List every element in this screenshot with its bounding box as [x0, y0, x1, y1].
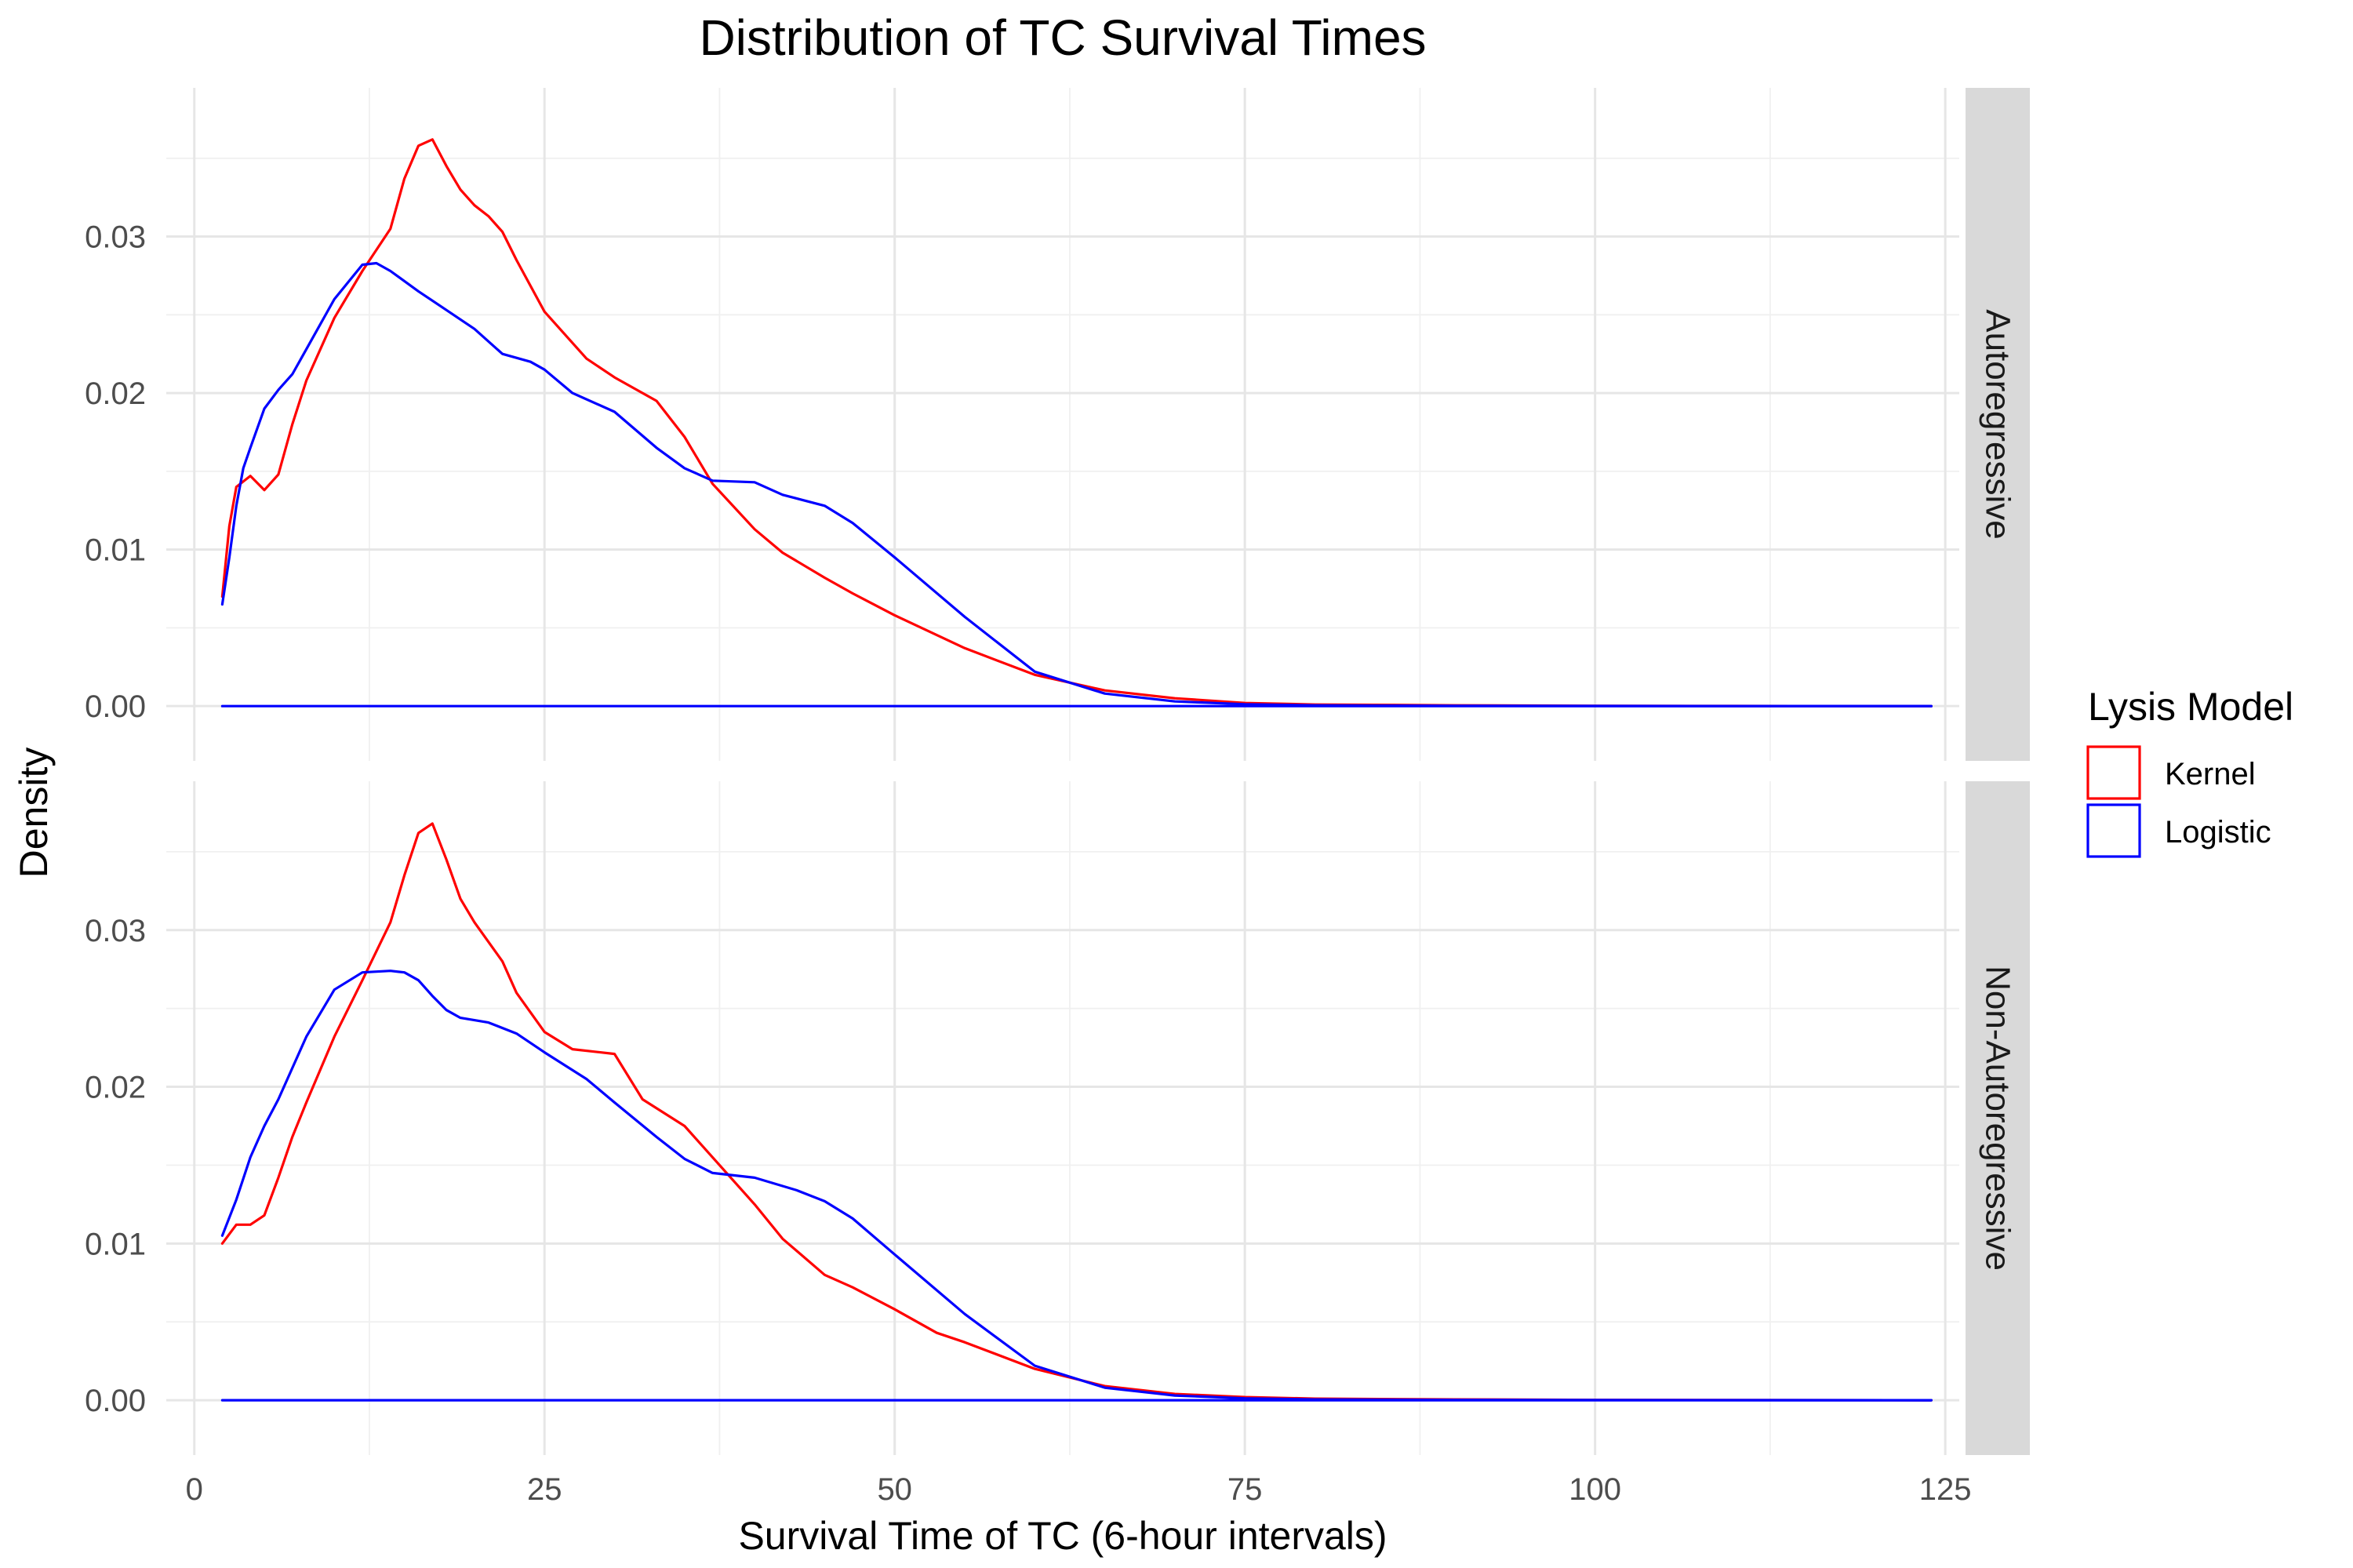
legend-label-logistic: Logistic: [2165, 815, 2271, 849]
legend: Lysis Model Kernel Logistic: [2086, 685, 2293, 858]
facet-strip: [1966, 88, 2030, 761]
x-tick-label: 50: [877, 1472, 912, 1507]
legend-key-kernel: [2086, 745, 2141, 800]
x-tick-label: 75: [1227, 1472, 1263, 1507]
panels-layer: Autoregressive Non-Autoregressive: [166, 88, 2030, 1455]
y-axis-title: Density: [12, 748, 56, 879]
axes-layer: 0.00 0.01 0.02 0.03 0.00 0.01 0.02 0.03 0 25 50 75 1…: [85, 220, 1971, 1507]
panel-0: Autoregressive: [166, 88, 2030, 761]
chart-title: Distribution of TC Survival Times: [699, 9, 1426, 66]
y-tick-label: 0.03: [85, 220, 146, 255]
x-tick-label: 0: [186, 1472, 203, 1507]
panel-1: Non-Autoregressive: [166, 781, 2030, 1455]
x-axis-title: Survival Time of TC (6-hour intervals): [738, 1514, 1387, 1558]
y-tick-label: 0.00: [85, 689, 146, 724]
series-line-kernel: [220, 822, 1933, 1402]
series-line-logistic: [220, 261, 1933, 708]
series-line-logistic: [220, 970, 1933, 1402]
y-tick-label: 0.01: [85, 533, 146, 568]
legend-key-logistic: [2086, 803, 2141, 858]
y-tick-label: 0.03: [85, 914, 146, 948]
y-tick-label: 0.02: [85, 377, 146, 411]
y-tick-label: 0.01: [85, 1227, 146, 1261]
facet-strip-label: Autoregressive: [1979, 309, 2017, 539]
legend-label-kernel: Kernel: [2165, 757, 2256, 791]
y-tick-label: 0.02: [85, 1071, 146, 1105]
x-tick-label: 25: [527, 1472, 562, 1507]
x-tick-label: 100: [1569, 1472, 1621, 1507]
lines-layer: [220, 138, 1933, 1402]
facet-strip: [1966, 781, 2030, 1455]
x-tick-label: 125: [1919, 1472, 1972, 1507]
facet-strip-label: Non-Autoregressive: [1979, 966, 2017, 1271]
series-line-kernel: [220, 138, 1933, 708]
legend-title: Lysis Model: [2088, 685, 2293, 729]
y-tick-label: 0.00: [85, 1384, 146, 1418]
